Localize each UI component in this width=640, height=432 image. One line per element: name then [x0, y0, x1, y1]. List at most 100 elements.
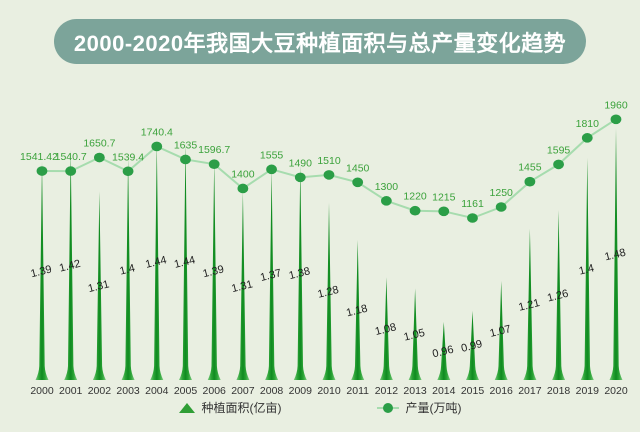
production-dot: [36, 166, 48, 176]
production-dot: [180, 154, 191, 165]
area-spike: [552, 210, 566, 380]
production-dot: [294, 172, 306, 183]
production-value-label: 1740.4: [141, 126, 173, 138]
area-value-label: 1.31: [230, 278, 254, 295]
area-spike: [580, 157, 594, 380]
production-value-label: 1215: [432, 191, 456, 203]
production-value-label: 1455: [518, 162, 542, 174]
production-value-label: 1555: [260, 149, 284, 161]
area-spike: [351, 239, 365, 380]
production-value-label: 1960: [604, 99, 628, 111]
year-label: 2004: [145, 385, 169, 397]
year-label: 2010: [317, 385, 341, 397]
area-value-label: 1.18: [345, 303, 369, 320]
area-spike: [35, 161, 49, 380]
area-value-label: 0.96: [431, 344, 455, 361]
production-dot: [151, 141, 163, 152]
production-dot: [495, 202, 507, 212]
production-value-label: 1635: [174, 139, 198, 151]
year-label: 2007: [231, 385, 255, 397]
production-dot: [438, 206, 450, 217]
area-spike: [150, 142, 164, 380]
year-label: 2017: [518, 385, 542, 397]
area-value-label: 1.21: [517, 297, 541, 314]
year-label: 2012: [375, 385, 399, 397]
area-spike: [322, 202, 336, 380]
chart-legend: 种植面积(亿亩) 产量(万吨): [0, 399, 640, 416]
production-value-label: 1220: [403, 191, 427, 203]
area-spike: [236, 191, 250, 380]
production-value-label: 1510: [317, 155, 341, 167]
production-value-label: 1161: [461, 198, 484, 210]
production-value-label: 1810: [576, 118, 600, 130]
area-value-label: 1.39: [29, 263, 53, 280]
production-value-label: 1540.7: [55, 151, 87, 163]
year-label: 2019: [576, 385, 600, 397]
area-spike: [92, 191, 106, 380]
year-label: 2008: [260, 385, 284, 397]
area-value-label: 1.08: [374, 321, 398, 338]
production-dot: [122, 166, 134, 177]
production-dot: [208, 159, 220, 169]
area-spike: [523, 228, 537, 380]
production-value-label: 1595: [547, 144, 571, 156]
production-dot: [610, 114, 622, 125]
legend-item-production: 产量(万吨): [376, 399, 462, 416]
area-spike: [293, 165, 307, 380]
area-spike: [408, 288, 422, 380]
area-value-label: 1.48: [603, 247, 627, 264]
legend-item-area: 种植面积(亿亩): [178, 399, 282, 416]
production-dot: [409, 205, 421, 216]
year-label: 2014: [432, 385, 456, 397]
production-dot: [553, 159, 564, 170]
area-spike: [437, 321, 451, 380]
area-spike: [609, 127, 623, 381]
area-spike: [121, 157, 135, 380]
production-value-label: 1250: [490, 187, 514, 199]
area-spike: [466, 310, 479, 380]
area-value-label: 1.44: [173, 254, 197, 271]
production-value-label: 1450: [346, 162, 370, 174]
year-label: 2000: [30, 385, 54, 397]
area-spike: [494, 280, 508, 380]
production-value-label: 1400: [231, 168, 255, 180]
production-dot: [237, 183, 249, 194]
area-value-label: 1.37: [259, 267, 283, 284]
production-dot: [381, 196, 392, 206]
year-label: 2006: [203, 385, 227, 397]
area-spike: [265, 168, 279, 380]
area-value-label: 1.4: [578, 262, 596, 277]
production-value-label: 1650.7: [83, 138, 115, 150]
chart-title: 2000-2020年我国大豆种植面积与总产量变化趋势: [73, 30, 567, 56]
production-dot-icon: [376, 402, 399, 413]
production-dot: [323, 170, 335, 180]
area-value-label: 1.39: [202, 263, 226, 280]
production-value-label: 1539.4: [112, 151, 144, 163]
chart-title-banner: 2000-2020年我国大豆种植面积与总产量变化趋势: [54, 19, 586, 64]
year-label: 2002: [88, 385, 112, 397]
production-dot: [266, 164, 277, 175]
legend-area-label: 种植面积(亿亩): [201, 401, 282, 415]
area-value-label: 1.4: [119, 262, 137, 277]
area-value-label: 0.99: [460, 338, 484, 355]
year-label: 2009: [289, 385, 313, 397]
production-dot: [467, 213, 478, 223]
production-dot: [352, 177, 364, 188]
year-label: 2018: [547, 385, 571, 397]
year-label: 2016: [490, 385, 514, 397]
year-label: 2020: [604, 385, 628, 397]
area-value-label: 1.31: [87, 278, 111, 295]
production-value-label: 1596.7: [198, 144, 230, 156]
area-triangle-icon: [178, 402, 195, 413]
year-label: 2003: [116, 385, 140, 397]
year-label: 2013: [403, 385, 427, 397]
area-value-label: 1.44: [144, 254, 168, 271]
area-value-label: 1.05: [403, 327, 427, 344]
area-value-label: 1.42: [58, 258, 82, 275]
area-value-label: 1.38: [288, 265, 312, 282]
area-value-label: 1.07: [489, 323, 513, 340]
area-spike: [379, 277, 393, 380]
area-value-label: 1.28: [316, 284, 340, 301]
